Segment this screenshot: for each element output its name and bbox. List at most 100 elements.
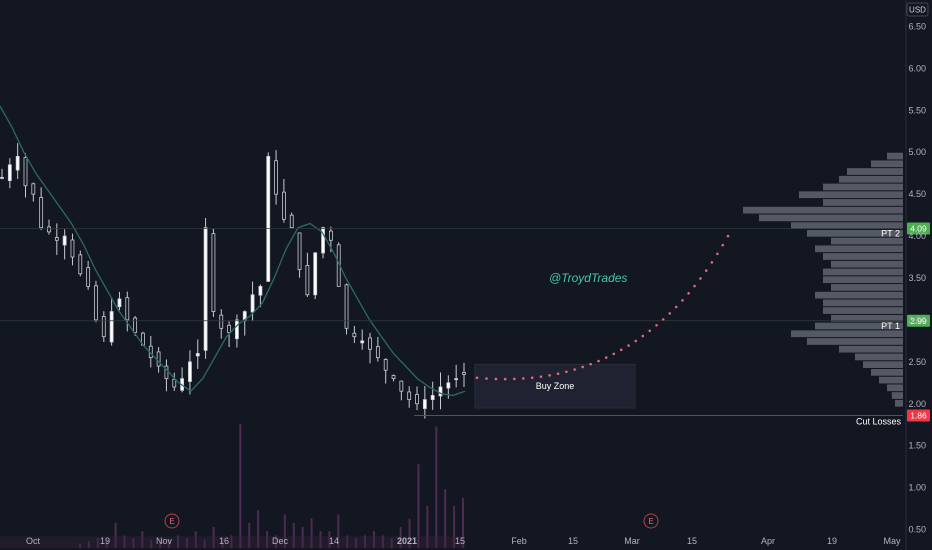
candle-body <box>219 314 224 329</box>
volume-profile-bar <box>823 199 903 206</box>
level-label: PT 1 <box>881 321 900 331</box>
volume-bar <box>168 539 171 548</box>
projection-dot <box>556 372 560 375</box>
candle-body <box>399 380 404 392</box>
volume-bar <box>185 537 188 548</box>
projection-dot <box>674 305 678 309</box>
candle-body <box>156 351 161 367</box>
volume-bar <box>292 522 295 548</box>
projection-dot <box>648 329 652 333</box>
currency-badge[interactable]: USD <box>906 2 929 17</box>
volume-profile-bar <box>863 361 903 369</box>
projection-dot <box>581 365 585 369</box>
projection-dot <box>539 375 543 378</box>
volume-bar <box>132 537 135 548</box>
candle-body <box>375 346 380 359</box>
candle-body <box>391 375 396 380</box>
volume-profile-bar <box>823 183 903 191</box>
y-tick-label: 4.00 <box>908 231 926 241</box>
x-tick-label: 15 <box>568 536 578 546</box>
projection-dot <box>573 368 576 371</box>
volume-bar <box>176 535 179 548</box>
volume-bar <box>266 531 269 548</box>
volume-bar <box>212 527 215 548</box>
y-tick-label: 3.50 <box>908 273 926 283</box>
volume-profile-bar <box>791 330 903 338</box>
candle-body <box>297 232 302 271</box>
volume-profile-bar <box>871 160 903 168</box>
volume-profile-bar <box>807 229 903 237</box>
volume-profile-bar <box>871 369 903 376</box>
price-badge <box>907 222 930 235</box>
buy-zone-label: Buy Zone <box>536 381 575 391</box>
price-badge-text: 2.99 <box>910 316 927 326</box>
candle-body <box>125 297 130 321</box>
y-tick-label: 1.00 <box>908 483 926 493</box>
y-tick-label: 1.50 <box>908 441 926 451</box>
x-tick-label: Apr <box>761 536 775 546</box>
volume-profile-bar <box>839 345 903 353</box>
volume-profile-bar <box>823 253 903 260</box>
candle-body <box>289 214 294 229</box>
projection-dot <box>485 377 488 380</box>
time-axis[interactable]: Oct 19 Nov 16 Dec 14 2021 15 Feb 15 Mar 15 Apr 19 May <box>26 536 901 546</box>
volume-bar <box>399 527 402 548</box>
candle-body <box>446 382 451 389</box>
volume-profile-bar <box>823 268 903 276</box>
candle-body <box>462 372 466 375</box>
projection-dot <box>704 269 708 272</box>
volume-profile-bar <box>807 338 903 345</box>
projection-dot <box>710 261 714 264</box>
candle-body <box>117 298 122 308</box>
volume-bar <box>453 506 456 548</box>
volume-profile-bar <box>847 168 903 175</box>
price-levels: PT 2 4.09 PT 1 2.99 Cut Losses 1.86 <box>0 222 930 427</box>
projection-dot <box>619 348 623 352</box>
candle-body <box>438 386 443 397</box>
volume-bar <box>79 543 81 548</box>
price-badge-text: 4.09 <box>910 224 927 234</box>
projection-dot <box>604 356 608 359</box>
candle-body <box>203 227 208 351</box>
candle-body <box>422 399 427 409</box>
x-tick-label: 2021 <box>397 536 417 546</box>
volume-profile-bar <box>815 291 903 299</box>
projection-dot <box>548 374 551 377</box>
projection-dotted-curve[interactable] <box>475 234 730 381</box>
volume-bar <box>364 535 367 548</box>
projection-dot <box>565 370 568 374</box>
x-tick-label: 14 <box>329 536 339 546</box>
volume-bar <box>444 489 447 548</box>
y-tick-label: 2.00 <box>908 399 926 409</box>
candle-body <box>305 265 310 296</box>
buy-zone-box[interactable] <box>474 363 636 409</box>
volume-bar <box>381 535 384 548</box>
projection-dot <box>721 243 725 247</box>
earnings-marker-circle <box>164 513 180 529</box>
watermark-text: @TroydTrades <box>549 271 627 285</box>
volume-bar <box>221 537 224 548</box>
projection-dot <box>726 234 730 238</box>
volume-bar <box>248 522 251 548</box>
volume-bar <box>257 510 260 548</box>
volume-bar <box>230 535 233 548</box>
candle-body <box>383 359 388 371</box>
projection-dot <box>634 339 638 343</box>
volume-bar <box>337 514 340 548</box>
candle-body <box>250 294 255 313</box>
earnings-marker-circle <box>643 513 659 529</box>
candle-body <box>164 365 169 380</box>
candle-body <box>31 183 36 195</box>
volume-bar <box>274 535 277 548</box>
volume-bar <box>462 497 464 548</box>
projection-dot <box>475 376 479 380</box>
candle-body <box>211 233 216 312</box>
x-tick-label: Mar <box>624 536 640 546</box>
currency-label: USD <box>909 6 926 15</box>
price-axis[interactable]: 6.50 6.00 5.50 5.00 4.50 4.00 3.50 3.00 2.50 2.00… <box>905 0 926 550</box>
volume-bar <box>417 464 420 548</box>
earnings-marker-label: E <box>169 517 174 526</box>
moving-average-line <box>0 105 466 397</box>
